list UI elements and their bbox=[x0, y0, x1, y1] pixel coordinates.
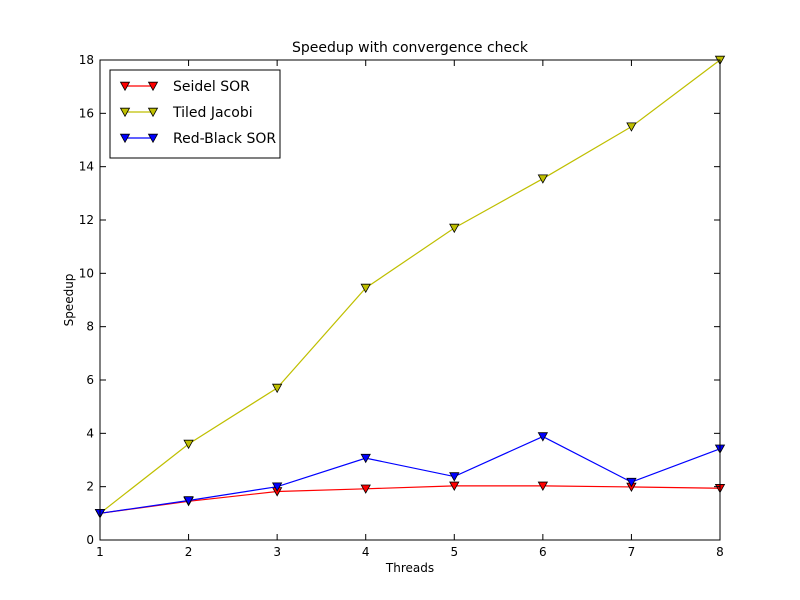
legend-label: Seidel SOR bbox=[173, 79, 250, 95]
data-point bbox=[271, 383, 283, 394]
legend-marker bbox=[147, 81, 159, 92]
data-point bbox=[360, 453, 371, 464]
chart-title: Speedup with convergence check bbox=[292, 40, 529, 56]
legend-marker bbox=[147, 107, 159, 118]
legend: Seidel SOR Tiled Jacobi Red-Black SOR bbox=[109, 69, 281, 159]
series-line-3 bbox=[99, 435, 721, 514]
data-point bbox=[360, 484, 371, 494]
data-point bbox=[537, 432, 549, 442]
y-tick-label: 0 bbox=[86, 533, 94, 547]
plot-frame bbox=[99, 59, 721, 541]
data-point bbox=[626, 122, 637, 132]
data-point bbox=[537, 481, 549, 491]
data-point bbox=[271, 482, 283, 492]
series-line-2 bbox=[99, 59, 721, 514]
y-tick-label: 16 bbox=[79, 106, 94, 120]
x-tick-label: 6 bbox=[539, 545, 547, 559]
data-point bbox=[626, 477, 637, 488]
x-tick-label: 4 bbox=[362, 545, 370, 559]
legend-marker bbox=[119, 81, 131, 92]
y-tick-label: 18 bbox=[79, 53, 94, 67]
data-point bbox=[449, 481, 460, 491]
legend-label: Tiled Jacobi bbox=[172, 105, 253, 121]
data-point bbox=[449, 223, 460, 234]
legend-marker bbox=[119, 133, 131, 144]
data-point bbox=[183, 496, 194, 506]
x-tick-label: 2 bbox=[185, 545, 193, 559]
x-tick-label: 1 bbox=[96, 545, 104, 559]
x-tick-label: 3 bbox=[273, 545, 281, 559]
data-point bbox=[360, 283, 371, 294]
y-tick-label: 8 bbox=[86, 320, 94, 334]
y-tick-label: 10 bbox=[79, 266, 94, 280]
data-point bbox=[183, 439, 194, 450]
series-line-1 bbox=[99, 485, 721, 514]
x-axis-label: Threads bbox=[385, 561, 434, 575]
x-tick-label: 7 bbox=[628, 545, 636, 559]
legend-label: Red-Black SOR bbox=[173, 131, 276, 147]
y-tick-label: 4 bbox=[86, 426, 94, 440]
data-point bbox=[449, 472, 460, 482]
y-tick-label: 14 bbox=[79, 160, 94, 174]
legend-marker bbox=[147, 133, 159, 144]
legend-marker bbox=[119, 107, 131, 118]
legend-box bbox=[109, 69, 281, 159]
x-tick-label: 5 bbox=[450, 545, 458, 559]
x-tick-label: 8 bbox=[716, 545, 724, 559]
y-tick-label: 12 bbox=[79, 213, 94, 227]
y-tick-label: 6 bbox=[86, 373, 94, 387]
y-tick-label: 2 bbox=[86, 480, 94, 494]
series-layer bbox=[94, 55, 726, 519]
data-point bbox=[537, 174, 549, 184]
y-axis-label: Speedup bbox=[62, 274, 76, 327]
